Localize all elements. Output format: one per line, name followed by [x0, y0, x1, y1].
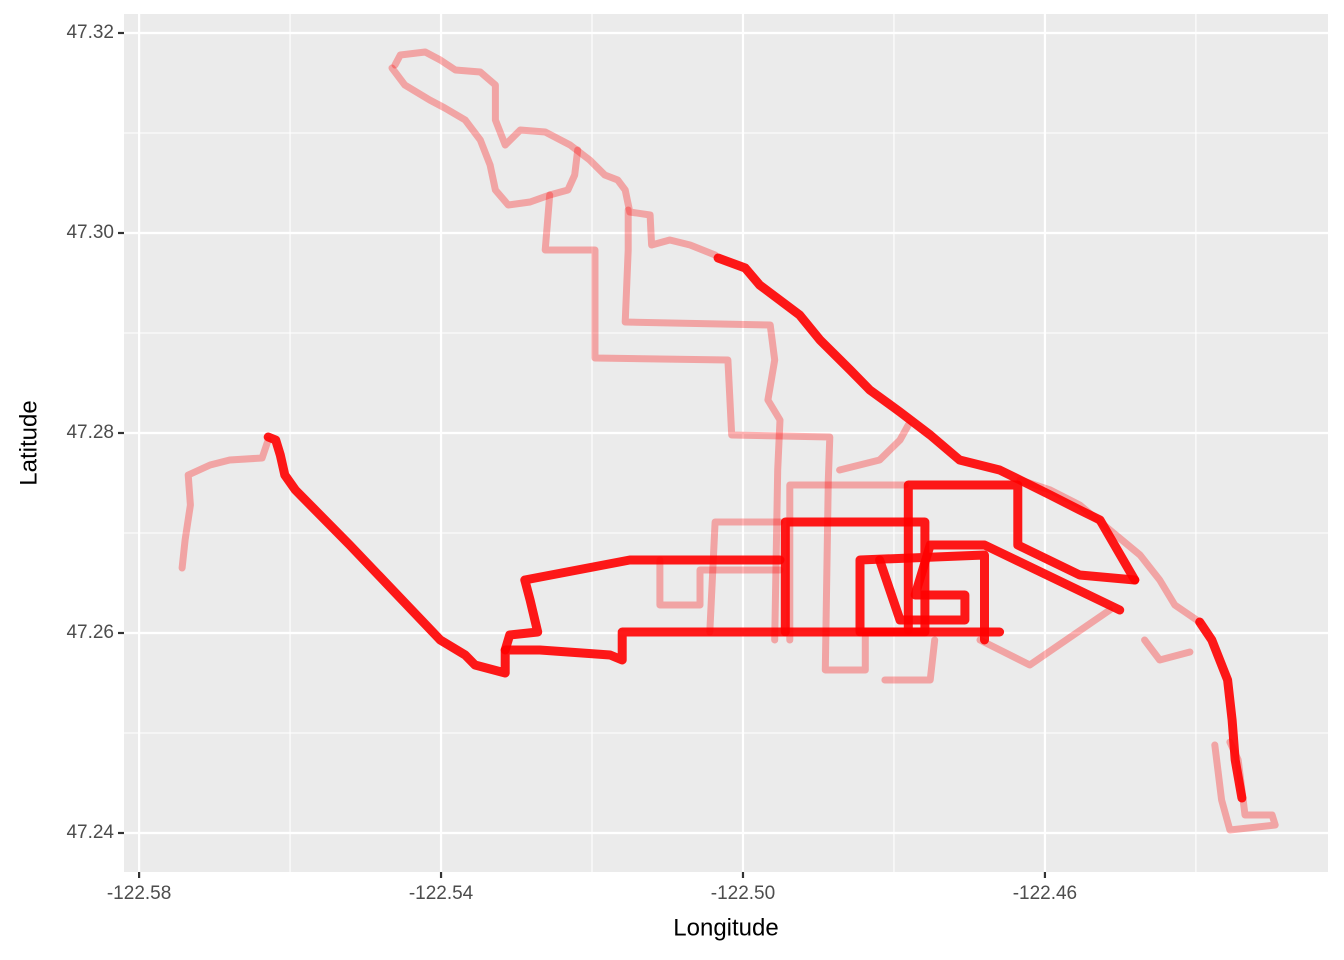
- track: [500, 555, 785, 655]
- x-tick-label: -122.50: [711, 883, 775, 904]
- track: [621, 206, 784, 644]
- track: [875, 540, 1125, 625]
- track: [391, 48, 719, 259]
- track: [178, 436, 272, 572]
- y-tick-label: 47.24: [66, 822, 114, 843]
- track: [263, 432, 1005, 678]
- tracks: [178, 48, 1279, 834]
- x-tick-label: -122.58: [107, 883, 171, 904]
- axes: -122.58 -122.54 -122.50 -122.46 47.24 47.26 47…: [66, 22, 1077, 904]
- y-tick-label: 47.26: [66, 622, 114, 643]
- y-tick-label: 47.32: [66, 22, 114, 43]
- track: [780, 517, 989, 645]
- x-tick-label: -122.46: [1013, 883, 1077, 904]
- track: [713, 253, 1140, 585]
- track: [836, 421, 912, 474]
- y-axis-title: Latitude: [15, 400, 42, 485]
- track: [656, 556, 784, 609]
- track: [1141, 636, 1194, 664]
- y-tick-label: 47.28: [66, 422, 114, 443]
- track: [388, 64, 582, 209]
- track: [1195, 617, 1247, 803]
- y-tick-label: 47.30: [66, 222, 114, 243]
- track: [541, 191, 869, 674]
- track: [881, 636, 939, 684]
- track: [706, 518, 784, 636]
- track: [903, 480, 1140, 635]
- x-axis-title: Longitude: [673, 914, 778, 941]
- track: [976, 606, 1114, 669]
- x-tick-label: -122.54: [409, 883, 474, 904]
- panel-background: [124, 14, 1328, 872]
